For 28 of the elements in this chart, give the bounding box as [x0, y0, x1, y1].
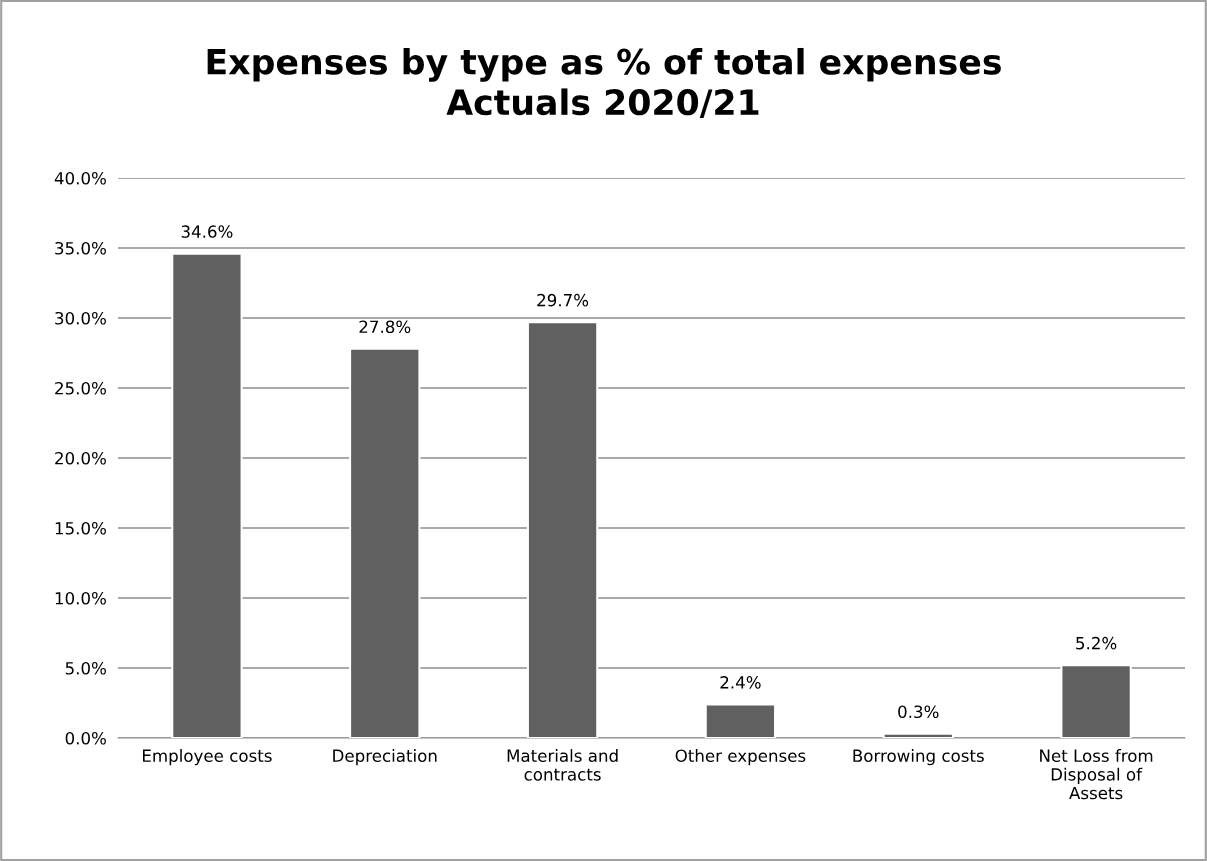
- y-tick-label: 15.0%: [55, 521, 106, 535]
- x-tick-label: Other expenses: [675, 749, 806, 766]
- y-tick-label: 5.0%: [65, 661, 106, 675]
- data-label: 2.4%: [720, 676, 761, 689]
- x-tick-label: Borrowing costs: [853, 749, 984, 766]
- y-tick-label: 30.0%: [55, 311, 106, 325]
- y-tick-label: 20.0%: [55, 451, 106, 465]
- y-tick-label: 25.0%: [55, 381, 106, 395]
- x-tick-label: Net Loss from Disposal of Assets: [1040, 749, 1153, 800]
- y-tick-label: 10.0%: [55, 591, 106, 605]
- chart-title: Expenses by type as % of total expenses Actuals 2020/21: [207, 47, 1001, 119]
- data-label: 34.6%: [181, 225, 233, 238]
- y-tick-label: 0.0%: [65, 731, 106, 745]
- x-tick-label: Depreciation: [333, 749, 437, 766]
- bar: [349, 347, 421, 738]
- x-tick-label: Materials and contracts: [507, 749, 618, 781]
- y-tick-label: 40.0%: [54, 171, 106, 185]
- data-label: 29.7%: [537, 293, 589, 307]
- data-label: 0.3%: [898, 705, 939, 719]
- bar: [1060, 664, 1132, 738]
- bar: [882, 732, 954, 738]
- x-tick-label: Employee costs: [143, 749, 272, 766]
- data-label: 27.8%: [359, 320, 411, 334]
- bar: [171, 252, 243, 738]
- data-label: 5.2%: [1076, 636, 1117, 650]
- bar: [704, 703, 777, 738]
- bar: [526, 321, 599, 738]
- y-tick-label: 35.0%: [55, 241, 106, 255]
